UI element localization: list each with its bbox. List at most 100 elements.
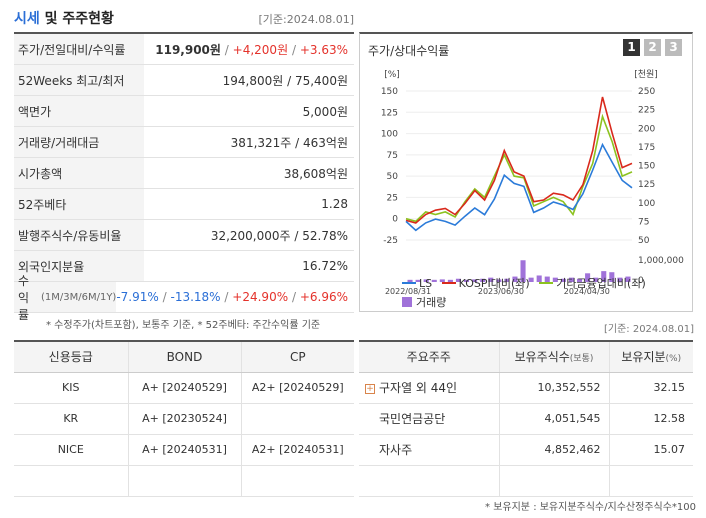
left-tick-label: 75	[387, 151, 398, 161]
par-label: 액면가	[14, 96, 144, 126]
shares-value: 32,200,000주 / 52.78%	[210, 228, 348, 243]
returns-label-text: 수익률	[18, 273, 30, 322]
credit-bond	[127, 465, 241, 497]
volume-bar	[585, 273, 591, 282]
volume-bar	[415, 279, 421, 282]
credit-cp: A2+ [20240531]	[240, 434, 354, 466]
volume-tick-label: 1,000,000	[638, 256, 684, 266]
volume-zero-label: 0	[638, 276, 644, 286]
expand-icon[interactable]: +	[365, 383, 375, 394]
holder-name-text[interactable]: 구자열 외 44인	[379, 381, 458, 395]
volume-bar	[617, 277, 623, 282]
credit-agency: NICE	[14, 434, 128, 466]
stock-footnote: * 수정주가(차트포함), 보통주 기준, * 52주베타: 주간수익률 기준	[46, 320, 321, 331]
holder-shares	[498, 465, 609, 497]
volume-bar	[504, 278, 510, 282]
par-row: 액면가 5,000원	[14, 96, 354, 127]
period-button-3[interactable]: 3	[665, 39, 682, 56]
volume-bar	[536, 275, 542, 282]
legend-sector-label: 기타금융업대비(좌)	[556, 277, 646, 290]
holder-pct: 32.15	[608, 372, 693, 404]
volume-bar	[464, 279, 470, 282]
credit-cp	[240, 403, 354, 435]
right-axis-unit: [천원]	[634, 69, 658, 80]
foreign-label: 외국인지분율	[14, 251, 144, 281]
volume-bar	[528, 277, 534, 282]
holder-name: 자사주	[359, 434, 499, 466]
foreign-value: 16.72%	[302, 259, 348, 273]
credit-agency: KR	[14, 403, 128, 435]
volume-bar	[577, 278, 583, 282]
holders-header-pct: 보유지분(%)	[608, 341, 693, 373]
price-label: 주가/전일대비/수익률	[14, 34, 144, 64]
holders-header-pct-label: 보유지분	[621, 350, 666, 365]
returns-periods: (1M/3M/6M/1Y)	[40, 291, 117, 303]
right-tick-label: 100	[638, 199, 655, 209]
section-title: 시세 및 주주현황	[14, 8, 114, 28]
credit-rating-table: 신용등급 BOND CP KIS A+ [20240529] A2+ [202405…	[14, 340, 354, 497]
credit-agency	[14, 465, 128, 497]
volume-bar	[488, 277, 494, 282]
week52-row: 52Weeks 최고/최저 194,800원 / 75,400원	[14, 65, 354, 96]
volume-bar	[407, 279, 413, 282]
volume-bar	[455, 278, 461, 282]
holder-pct	[608, 465, 693, 497]
base-date: [기준:2024.08.01]	[258, 13, 354, 26]
holders-footnote: * 보유지분 : 보유지분주식수/지수산정주식수*100	[485, 502, 696, 513]
sector-relative-line	[405, 113, 633, 223]
right-tick-label: 225	[638, 106, 655, 116]
price-row: 주가/전일대비/수익률 119,900원 / +4,200원 / +3.63%	[14, 34, 354, 65]
volume-bar	[568, 277, 574, 282]
volume-bar	[560, 278, 566, 282]
volume-row: 거래량/거래대금 381,321주 / 463억원	[14, 127, 354, 158]
par-value: 5,000원	[302, 104, 348, 119]
period-button-1[interactable]: 1	[623, 39, 640, 56]
left-tick-label: 50	[387, 172, 399, 182]
mktcap-value: 38,608억원	[283, 166, 348, 181]
table-row: KR A+ [20230524]	[14, 403, 354, 435]
volume-bar	[520, 260, 526, 282]
current-price: 119,900원	[155, 42, 221, 57]
legend-kospi-label: KOSPI대비(좌)	[458, 277, 530, 290]
x-tick-label: 2024/04/30	[564, 287, 610, 296]
price-value: 119,900원 / +4,200원 / +3.63%	[155, 42, 348, 57]
holders-header-row: 주요주주 보유주식수(보통) 보유지분(%)	[359, 341, 693, 373]
left-tick-label: 150	[381, 87, 398, 97]
returns-value: -7.91% / -13.18% / +24.90% / +6.96%	[116, 290, 348, 304]
holder-shares: 4,051,545	[498, 403, 609, 435]
returns-row: 수익률 (1M/3M/6M/1Y) -7.91% / -13.18% / +24.…	[14, 274, 354, 322]
volume-bar	[480, 278, 486, 282]
volume-bar	[609, 272, 615, 282]
table-row: KIS A+ [20240529] A2+ [20240529]	[14, 372, 354, 404]
title-rest: 및 주주현황	[39, 11, 114, 27]
credit-cp	[240, 465, 354, 497]
return-1y: +6.96%	[299, 290, 348, 304]
price-change-pct: +3.63%	[299, 42, 348, 57]
credit-header-bond: BOND	[127, 341, 241, 373]
mktcap-label: 시가총액	[14, 158, 144, 188]
beta-value: 1.28	[321, 197, 348, 211]
left-tick-label: 100	[381, 130, 398, 140]
volume-bar	[496, 279, 502, 282]
credit-header-row: 신용등급 BOND CP	[14, 341, 354, 373]
table-row: NICE A+ [20240531] A2+ [20240531]	[14, 434, 354, 466]
legend-volume-label: 거래량	[416, 296, 447, 309]
volume-value: 381,321주 / 463억원	[230, 135, 348, 150]
x-tick-label: 2022/08/31	[385, 287, 431, 296]
left-tick-label: 25	[387, 193, 398, 203]
holders-header-shares: 보유주식수(보통)	[498, 341, 609, 373]
right-tick-label: 200	[638, 124, 655, 134]
right-tick-label: 175	[638, 143, 655, 153]
return-3m: -13.18%	[170, 290, 221, 304]
left-tick-label: 0	[392, 215, 398, 225]
credit-header-rating: 신용등급	[14, 341, 128, 373]
table-row	[14, 465, 354, 497]
holder-shares: 4,852,462	[498, 434, 609, 466]
holder-pct: 12.58	[608, 403, 693, 435]
legend-ls: LS	[402, 277, 432, 290]
table-row: + 구자열 외 44인 10,352,552 32.15	[359, 372, 693, 404]
period-button-2[interactable]: 2	[644, 39, 661, 56]
holders-header-shares-unit: (보통)	[569, 354, 594, 365]
beta-row: 52주베타 1.28	[14, 189, 354, 220]
holder-name	[359, 465, 499, 497]
